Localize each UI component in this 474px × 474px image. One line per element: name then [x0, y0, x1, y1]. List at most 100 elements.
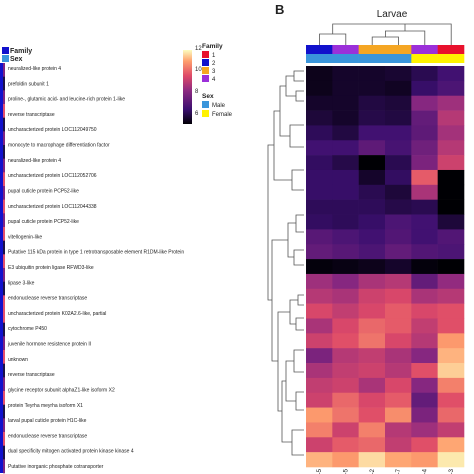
- row-label: endonuclease reverse transcriptase: [8, 296, 87, 302]
- left-family-legend-label: Family: [10, 48, 32, 55]
- family-swatch-1: [202, 51, 209, 58]
- heatmap-cell: [306, 95, 333, 111]
- colorbar-tick-label: 8: [195, 89, 199, 95]
- heatmap-cell: [358, 95, 386, 111]
- heatmap-cell: [385, 110, 412, 126]
- heatmap-cell: [358, 155, 386, 171]
- heatmap-cell: [411, 348, 438, 364]
- row-label: reverse transcriptase: [8, 372, 55, 378]
- heatmap-cell: [332, 452, 359, 468]
- heatmap-cell: [306, 452, 333, 468]
- heatmap-cell: [385, 169, 412, 186]
- column-family-marker: [437, 45, 465, 54]
- column-label: F4-L-5: [344, 468, 350, 474]
- heatmap-cell: [358, 333, 386, 349]
- heatmap-cell: [411, 392, 438, 408]
- heatmap-cell: [306, 155, 333, 171]
- heatmap-cell: [385, 140, 412, 156]
- heatmap-cell: [332, 80, 359, 96]
- heatmap-cell: [358, 437, 386, 453]
- heatmap-cell: [306, 229, 333, 245]
- row-label: uncharacterized protein K02A2.6-like, pa…: [8, 311, 106, 317]
- row-label: Putative inorganic phosphate cotransport…: [8, 464, 104, 470]
- heatmap-cell: [385, 318, 412, 334]
- heatmap-cell: [358, 407, 386, 423]
- heatmap-cell: [358, 140, 386, 156]
- heatmap-cell: [385, 214, 412, 230]
- row-label: protein Teyrha meyrha isoform X1: [8, 403, 83, 409]
- heatmap-cell: [437, 80, 465, 96]
- heatmap-cell: [306, 318, 333, 334]
- heatmap-cell: [306, 288, 333, 304]
- column-sex-marker: [411, 54, 438, 63]
- heatmap-cell: [437, 110, 465, 126]
- row-label: reverse transcriptase: [8, 112, 55, 118]
- left-row-color-marker: [3, 90, 5, 105]
- heatmap-cell: [358, 125, 386, 141]
- heatmap-cell: [411, 437, 438, 453]
- heatmap-cell: [411, 80, 438, 96]
- left-row-color-marker: [3, 199, 5, 214]
- panel-letter: B: [275, 2, 284, 17]
- left-row-color-marker: [3, 213, 5, 228]
- heatmap-cell: [385, 66, 412, 82]
- left-row-color-marker: [3, 377, 5, 392]
- column-sex-marker: [332, 54, 359, 63]
- heatmap-cell: [437, 273, 465, 290]
- row-label-list: neuralized-like protein 4 prefoldin subun…: [7, 66, 184, 470]
- heatmap-cell: [358, 363, 386, 379]
- left-row-color-marker: [3, 322, 5, 337]
- row-label: vitellogenin-like: [8, 234, 42, 240]
- heatmap-cell: [332, 407, 359, 423]
- heatmap-cell: [306, 303, 333, 319]
- heatmap-cell: [437, 422, 465, 438]
- left-row-color-marker: [3, 363, 5, 378]
- heatmap-cell: [332, 348, 359, 364]
- heatmap-cell: [411, 318, 438, 334]
- heatmap-cell: [437, 169, 465, 186]
- heatmap-cell: [332, 169, 359, 186]
- heatmap-cell: [411, 125, 438, 141]
- sex-swatch-female: [202, 110, 209, 117]
- left-row-color-marker: [3, 268, 5, 282]
- row-label: lipase 3-like: [8, 280, 35, 286]
- heatmap-cell: [385, 125, 412, 141]
- left-row-color-marker: [3, 432, 5, 446]
- heatmap-cell: [306, 199, 333, 215]
- heatmap-cell: [437, 318, 465, 334]
- row-label: neuralized-like protein 4: [8, 66, 61, 72]
- heatmap-cell: [358, 244, 386, 260]
- heatmap-cell: [437, 392, 465, 408]
- heatmap-cell: [332, 392, 359, 408]
- row-label: monocyte to macrophage differentiation f…: [8, 143, 110, 149]
- row-label: juvenile hormone resistence protein II: [7, 342, 91, 348]
- row-label: endonuclease reverse transcriptase: [8, 433, 87, 439]
- heatmap-cell: [437, 333, 465, 349]
- row-label: uncharacterized protein LOC112052706: [8, 173, 97, 179]
- heatmap-cell: [385, 80, 412, 96]
- column-family-marker: [332, 45, 359, 54]
- left-row-color-marker: [3, 104, 5, 118]
- row-label: dual specificity mitogen activated prote…: [8, 449, 134, 455]
- heatmap-cell: [306, 437, 333, 453]
- row-label: Putative 115 kDa protein in type 1 retro…: [8, 250, 184, 256]
- column-label: F2-L-3: [449, 468, 455, 474]
- heatmap-cell: [306, 214, 333, 230]
- heatmap-cell: [358, 318, 386, 334]
- heatmap-cell: [411, 155, 438, 171]
- left-row-color-marker: [3, 131, 5, 146]
- heatmap-cell: [332, 184, 359, 200]
- heatmap-cell: [437, 214, 465, 230]
- family-swatch-2: [202, 59, 209, 66]
- heatmap-cell: [411, 303, 438, 319]
- heatmap-cell: [332, 259, 359, 275]
- left-row-color-marker: [3, 404, 5, 419]
- left-row-color-marker: [3, 117, 5, 132]
- heatmap-cell: [437, 303, 465, 319]
- heatmap-cell: [332, 214, 359, 230]
- heatmap-cell: [332, 110, 359, 126]
- row-label: neuralized-like protein 4: [8, 158, 61, 164]
- heatmap-cell: [411, 244, 438, 260]
- heatmap-cell: [385, 333, 412, 349]
- heatmap-cell: [437, 140, 465, 156]
